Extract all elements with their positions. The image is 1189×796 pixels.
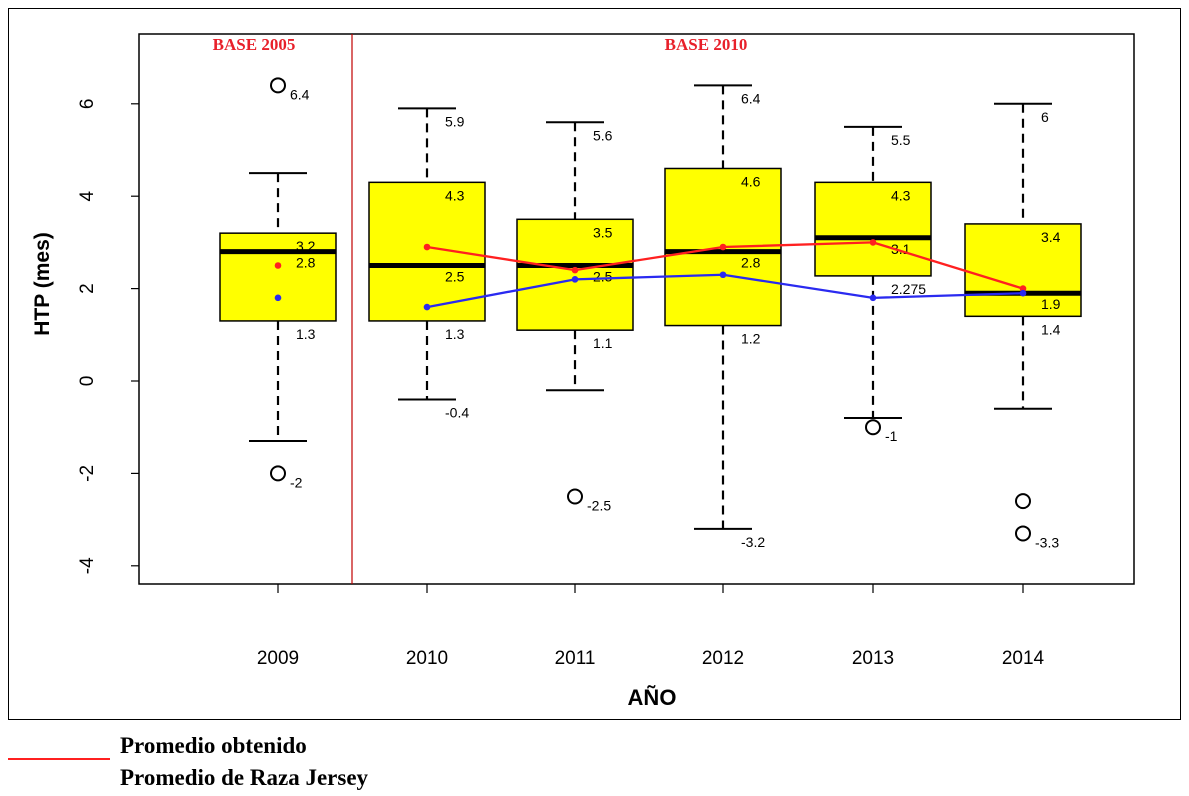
legend-line-red xyxy=(8,758,110,760)
outlier-label: -2 xyxy=(290,474,303,490)
y-tick-label: -4 xyxy=(77,557,98,574)
y-tick-label: 6 xyxy=(77,99,98,110)
series-point-jersey xyxy=(274,294,282,302)
label-q3: 3.5 xyxy=(593,224,613,240)
label-whisker-high: 6.4 xyxy=(741,90,761,106)
box-iqr xyxy=(964,223,1082,318)
x-tick-label: 2014 xyxy=(1002,648,1045,669)
label-median: 1.9 xyxy=(1041,296,1061,312)
label-q3: 4.6 xyxy=(741,173,761,189)
y-tick-label: -2 xyxy=(77,465,98,482)
label-whisker-high: 6 xyxy=(1041,109,1049,125)
label-median: 2.5 xyxy=(593,269,613,285)
label-q1: 1.3 xyxy=(296,326,316,342)
y-tick-label: 2 xyxy=(77,283,98,294)
x-axis-title: AÑO xyxy=(628,685,677,710)
outlier-label: 6.4 xyxy=(290,86,310,102)
label-q3: 3.4 xyxy=(1041,229,1061,245)
outlier-point xyxy=(1015,525,1031,542)
label-median: 2.8 xyxy=(296,255,316,271)
box-iqr xyxy=(368,181,486,322)
outlier-label: -3.3 xyxy=(1035,534,1059,550)
x-tick-label: 2010 xyxy=(406,648,448,669)
label-q1: 1.4 xyxy=(1041,321,1061,337)
outlier-label: -1 xyxy=(885,428,898,444)
series-line-obtenido xyxy=(426,241,1024,290)
box-iqr xyxy=(516,218,634,331)
label-q1: 2.275 xyxy=(891,281,926,297)
series-point-jersey xyxy=(423,303,431,311)
label-q3: 4.3 xyxy=(891,187,911,203)
series-point-obtenido xyxy=(274,262,282,269)
label-q1: 1.3 xyxy=(445,326,465,342)
outlier-point xyxy=(1015,493,1031,510)
label-q1: 1.1 xyxy=(593,335,613,351)
label-q3: 4.3 xyxy=(445,187,465,203)
label-whisker-high: 5.9 xyxy=(445,113,465,129)
legend-label-promedio-obtenido: Promedio obtenido xyxy=(120,733,307,758)
outlier-point xyxy=(865,419,881,436)
outlier-label: -2.5 xyxy=(587,498,611,514)
label-q1: 1.2 xyxy=(741,331,761,347)
label-whisker-high: 5.5 xyxy=(891,132,911,148)
outlier-point xyxy=(567,488,583,505)
outlier-point xyxy=(270,465,286,482)
x-tick-label: 2012 xyxy=(702,648,744,669)
label-whisker-low: -0.4 xyxy=(445,404,469,420)
legend-label-promedio-raza: Promedio de Raza Jersey xyxy=(120,765,369,790)
y-axis-title: HTP (mes) xyxy=(31,232,54,335)
base-label-2005: BASE 2005 xyxy=(213,35,296,54)
boxplot-chart: BASE 2005 BASE 2010 6 4 2 0 -2 -4 HTP (mes) 2009 2… xyxy=(31,33,1135,710)
x-tick-label: 2011 xyxy=(555,648,596,669)
label-median: 2.8 xyxy=(741,255,761,271)
base-label-2010: BASE 2010 xyxy=(665,35,748,54)
outlier-point xyxy=(270,77,286,94)
y-tick-label: 4 xyxy=(77,190,98,201)
y-tick-label: 0 xyxy=(77,376,98,387)
x-tick-label: 2009 xyxy=(257,648,299,669)
box-iqr xyxy=(219,232,337,322)
chart-frame: BASE 2005 BASE 2010 6 4 2 0 -2 -4 HTP (mes) 2009 2… xyxy=(8,8,1181,720)
series-line-jersey xyxy=(426,273,1024,309)
x-tick-label: 2013 xyxy=(852,648,894,669)
label-whisker-low: -3.2 xyxy=(741,534,765,550)
label-median: 2.5 xyxy=(445,269,465,285)
box-iqr xyxy=(814,181,932,277)
label-q3: 3.2 xyxy=(296,238,316,254)
label-whisker-high: 5.6 xyxy=(593,127,613,143)
plot-area xyxy=(138,33,1135,585)
